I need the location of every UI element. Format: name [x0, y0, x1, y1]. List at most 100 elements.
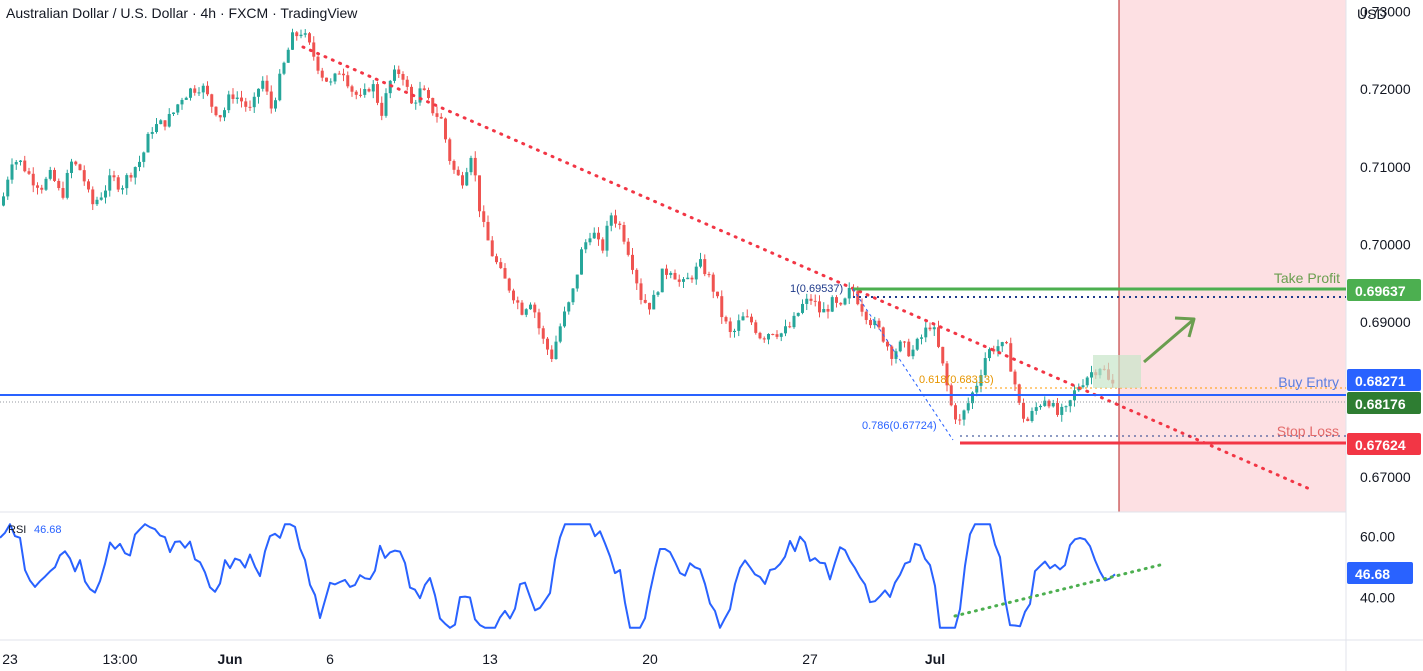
candle-body — [648, 302, 651, 310]
candle-body — [274, 100, 277, 109]
candle-body — [618, 223, 622, 226]
candle-body — [91, 189, 95, 205]
candle-body — [104, 190, 107, 198]
candle-body — [167, 114, 171, 127]
candle-body — [733, 330, 736, 333]
candle-body — [342, 73, 345, 76]
candle-body — [210, 94, 214, 107]
candle-body — [847, 287, 851, 299]
candle-body — [703, 259, 707, 275]
time-tick-label: 13 — [482, 651, 498, 667]
candle-body — [244, 101, 248, 107]
candle-body — [588, 238, 592, 243]
candle-body — [486, 221, 490, 241]
candle-body — [767, 334, 770, 340]
price-tick-label: 0.70000 — [1360, 236, 1411, 252]
candle-body — [499, 262, 503, 269]
stop-loss-label: Stop Loss — [1277, 423, 1339, 439]
candle-body — [337, 73, 341, 75]
candle-body — [359, 94, 362, 96]
candle-body — [108, 175, 112, 191]
candle-body — [1039, 405, 1042, 408]
candle-body — [448, 139, 452, 162]
current-price-badge-value: 0.68176 — [1355, 396, 1406, 412]
candle-body — [405, 79, 409, 87]
candle-body — [762, 338, 766, 340]
price-tick-label: 0.72000 — [1360, 81, 1411, 97]
fib-connector — [852, 288, 954, 441]
buy-entry-label: Buy Entry — [1278, 374, 1339, 390]
candle-body — [533, 304, 537, 313]
candle-body — [240, 97, 243, 102]
candle-body — [728, 321, 732, 333]
time-tick-label: 23 — [2, 651, 18, 667]
rsi-badge: 46.68 — [1347, 562, 1413, 584]
candle-body — [907, 341, 911, 357]
candle-body — [1009, 343, 1013, 372]
candle-body — [996, 346, 1000, 352]
rsi-trend-line — [953, 563, 1162, 618]
candle-body — [503, 268, 507, 279]
candle-body — [898, 341, 902, 352]
candle-body — [915, 338, 919, 350]
take-profit-badge: 0.69637 — [1347, 279, 1421, 301]
candle-body — [665, 268, 668, 275]
candle-body — [1043, 400, 1047, 406]
candle-body — [724, 317, 728, 322]
candle-body — [1005, 342, 1008, 344]
candle-body — [393, 69, 396, 81]
candle-body — [439, 116, 443, 119]
candle-body — [346, 75, 350, 87]
candle-body — [669, 272, 673, 275]
rsi-axis[interactable]: 60.00 40.00 — [1360, 528, 1395, 605]
downtrend-line — [301, 45, 1314, 492]
candle-body — [397, 69, 401, 74]
candle-body — [320, 70, 324, 78]
rsi-tick-label: 40.00 — [1360, 589, 1395, 605]
candle-body — [461, 175, 464, 186]
candle-body — [303, 33, 307, 35]
candle-body — [962, 410, 966, 420]
candle-body — [677, 279, 681, 282]
candle-body — [686, 277, 690, 280]
candle-body — [180, 99, 184, 105]
candle-body — [78, 164, 82, 171]
candle-body — [31, 173, 35, 186]
candle-body — [87, 181, 90, 190]
rsi-badge-value: 46.68 — [1355, 566, 1390, 582]
candle-body — [580, 249, 583, 275]
candle-body — [886, 341, 889, 347]
candle-body — [843, 298, 847, 305]
candle-body — [707, 274, 711, 276]
candle-body — [983, 358, 987, 376]
candle-body — [1068, 400, 1072, 407]
candle-body — [945, 363, 949, 386]
time-tick-label: 13:00 — [102, 651, 137, 667]
candle-body — [716, 291, 719, 297]
price-axis[interactable]: 0.730000.720000.710000.700000.690000.680… — [1360, 4, 1411, 485]
candle-body — [61, 188, 65, 198]
candle-body — [988, 349, 991, 359]
target-arrow-head — [1174, 316, 1196, 338]
candle-body — [869, 319, 872, 326]
candle-body — [295, 32, 299, 37]
candle-body — [694, 266, 698, 280]
price-tick-label: 0.67000 — [1360, 469, 1411, 485]
candle-body — [27, 171, 31, 174]
candle-body — [954, 405, 957, 420]
candle-body — [928, 327, 932, 330]
buy-entry-badge-value: 0.68271 — [1355, 373, 1406, 389]
candle-body — [401, 73, 405, 80]
candle-body — [894, 351, 898, 359]
candle-body — [813, 300, 817, 302]
projection-zone — [1119, 0, 1346, 512]
candle-body — [563, 311, 566, 327]
rsi-tick-label: 60.00 — [1360, 528, 1395, 544]
candle-body — [74, 161, 78, 165]
time-axis[interactable]: 23 13:00 Jun 6 13 20 27 Jul — [2, 651, 945, 667]
candle-body — [282, 62, 286, 74]
candle-body — [308, 33, 311, 43]
candle-body — [690, 277, 694, 280]
fib-786-label: 0.786(0.67724) — [862, 420, 937, 432]
